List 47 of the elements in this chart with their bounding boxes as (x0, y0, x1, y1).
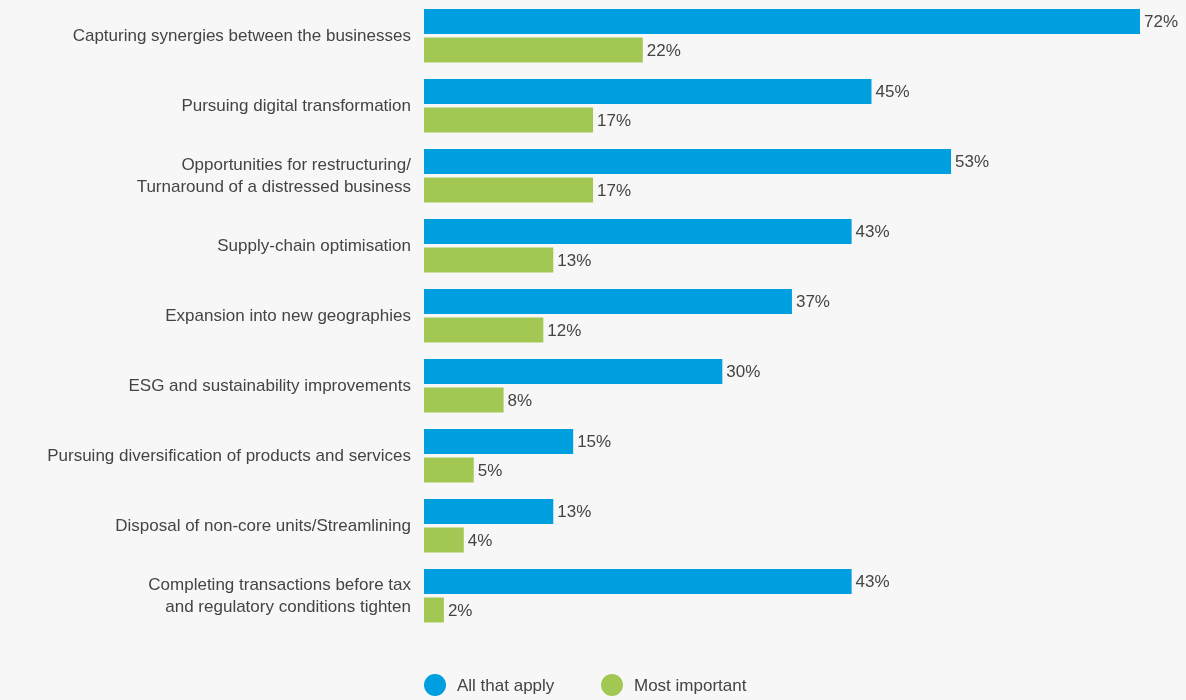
bar (424, 387, 504, 413)
data-label: 72% (1144, 12, 1179, 32)
data-label: 13% (557, 250, 592, 270)
data-label: 5% (477, 460, 503, 480)
data-label: 53% (955, 152, 990, 172)
data-label: 30% (726, 362, 761, 382)
data-label: 2% (447, 600, 473, 620)
y-tick-label: Pursuing diversification of products and services (47, 446, 411, 466)
y-tick-label: Completing transactions before tax and regulatory conditions tighten (148, 575, 412, 617)
bar (424, 569, 852, 594)
data-label: 22% (646, 40, 681, 60)
bar (424, 107, 594, 133)
y-tick-label: Supply-chain optimisation (217, 236, 411, 256)
bar (424, 457, 474, 483)
data-label: 43% (855, 222, 890, 242)
bar (424, 177, 594, 203)
y-tick-label: Expansion into new geographies (165, 306, 411, 326)
bar (424, 219, 852, 244)
bar (424, 429, 574, 454)
bar (424, 9, 1140, 34)
bar (424, 79, 872, 104)
y-tick-label: Opportunities for restructuring/ Turnaround of a distressed business (136, 155, 412, 197)
bar (424, 499, 554, 524)
bar (424, 317, 544, 343)
legend-label: Most important (634, 675, 747, 695)
bar (424, 597, 444, 623)
data-label: 15% (577, 432, 612, 452)
bar (424, 359, 723, 384)
y-tick-label: ESG and sustainability improvements (128, 376, 411, 396)
bar (424, 247, 554, 273)
data-label: 43% (855, 572, 890, 592)
data-label: 17% (597, 180, 632, 200)
data-label: 37% (795, 292, 830, 312)
data-label: 17% (597, 110, 632, 130)
bar (424, 289, 792, 314)
data-label: 12% (547, 320, 582, 340)
y-tick-label: Capturing synergies between the businesses (72, 26, 411, 46)
data-label: 8% (507, 390, 533, 410)
bar (424, 527, 464, 553)
data-label: 4% (467, 530, 493, 550)
legend-label: All that apply (457, 675, 555, 695)
data-label: 13% (557, 502, 592, 522)
y-tick-label: Pursuing digital transformation (181, 96, 411, 116)
bar (424, 149, 952, 174)
data-label: 45% (875, 82, 910, 102)
y-tick-label: Disposal of non-core units/Streamlining (115, 516, 411, 536)
bar (424, 37, 643, 63)
